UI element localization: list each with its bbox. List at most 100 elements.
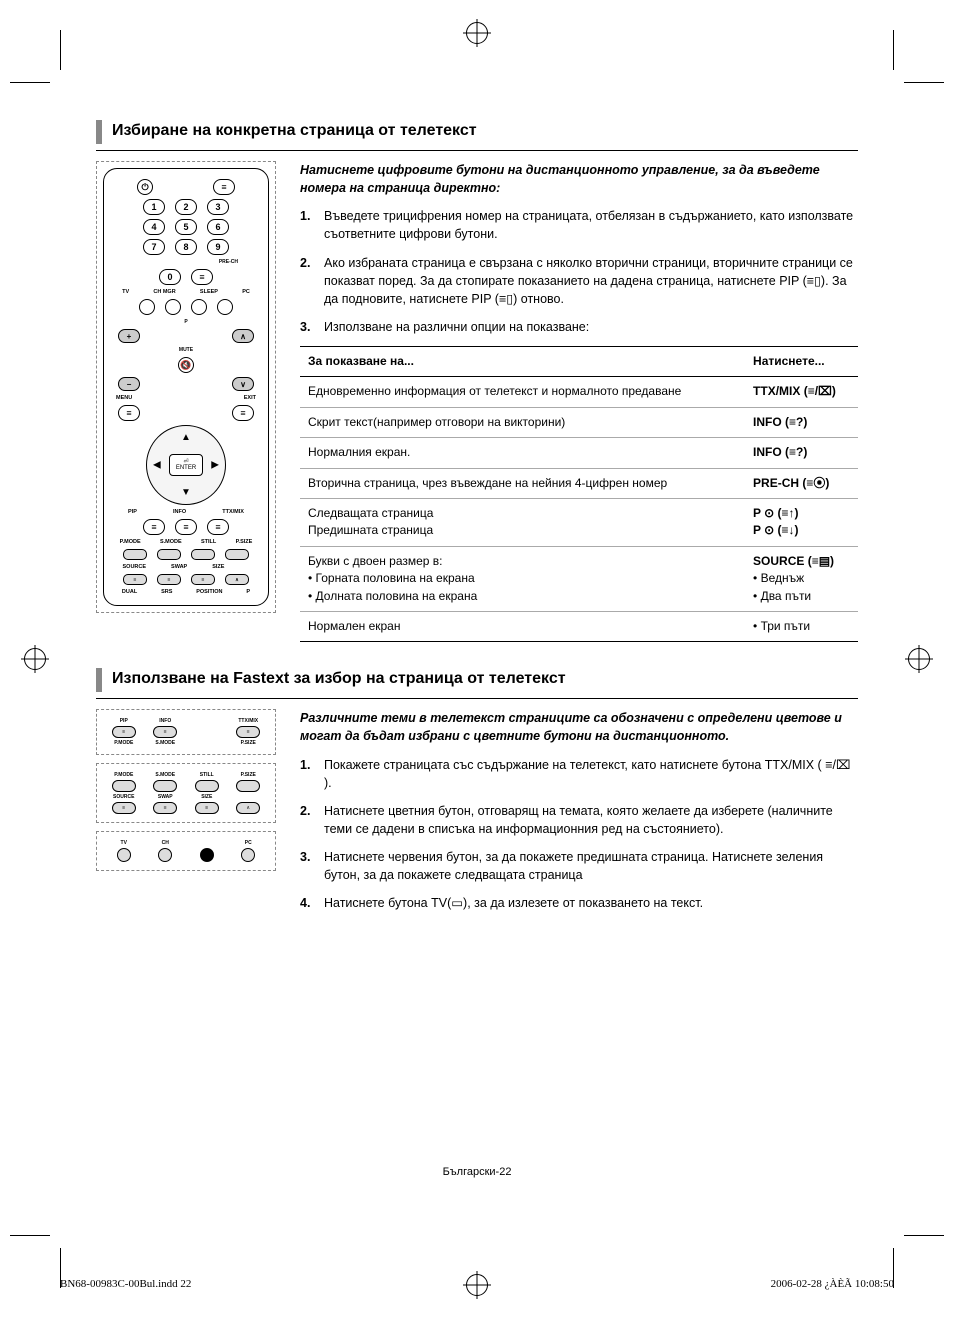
table-row: Нормален екран • Три пъти (300, 611, 858, 641)
ch-up-button: ∧ (232, 329, 254, 343)
section2-steps: Покажете страницата със съдържание на те… (300, 756, 858, 913)
remote-button (165, 299, 181, 315)
table-row: Букви с двоен размер в: • Горната полови… (300, 546, 858, 611)
remote-label: SOURCE (123, 564, 147, 570)
remote-illustration: ⏻≡ 1 2 3 4 5 6 7 8 (96, 161, 276, 642)
digit-button: 4 (143, 219, 165, 235)
remote-button: ≡ (207, 519, 229, 535)
remote-label: EXIT (244, 395, 256, 401)
section2-intro: Различните теми в телетекст страниците с… (300, 709, 858, 745)
section2-heading: Използване на Fastext за избор на страни… (96, 668, 858, 692)
ch-down-button: ∨ (232, 377, 254, 391)
step-item: Натиснете червения бутон, за да покажете… (300, 848, 858, 884)
remote-label: PC (242, 289, 250, 295)
options-table: За показване на... Натиснете... Едноврем… (300, 346, 858, 642)
section1-steps: Въведете трицифрения номер на страницата… (300, 207, 858, 336)
remote-label: MUTE (110, 347, 262, 353)
remote-label: SIZE (212, 564, 224, 570)
remote-label: SRS (161, 589, 172, 595)
table-row: Скрит текст(например отговори на виктори… (300, 407, 858, 437)
arrow-down-icon: ▼ (181, 487, 191, 498)
remote-button (123, 549, 147, 560)
table-row: Едновременно информация от телетекст и н… (300, 377, 858, 407)
small-remote: P.MODE S.MODE STILL P.SIZE SOURCE SWAP S… (96, 763, 276, 823)
crop-mark (904, 82, 944, 83)
section1-intro: Натиснете цифровите бутони на дистанцион… (300, 161, 858, 197)
crop-mark (10, 82, 50, 83)
table-cell: TTX/MIX (≡/⌧) (745, 377, 858, 407)
remote-label: DUAL (122, 589, 137, 595)
table-cell: • Три пъти (745, 611, 858, 641)
remote-label: PIP (128, 509, 137, 515)
table-cell: Букви с двоен размер в: • Горната полови… (300, 546, 745, 611)
table-header: За показване на... (300, 347, 745, 377)
remote-label: P (246, 589, 250, 595)
remote-label: MENU (116, 395, 132, 401)
heading-rule (96, 150, 858, 151)
remote-button: ≡ (123, 574, 147, 585)
table-cell: Нормалния екран. (300, 438, 745, 468)
remote-label: SLEEP (200, 289, 218, 295)
page-number: Български-22 (0, 1166, 954, 1178)
remote-button: ≡ (191, 269, 213, 285)
table-cell: Следващата страница Предишната страница (300, 498, 745, 546)
table-cell: Едновременно информация от телетекст и н… (300, 377, 745, 407)
table-cell: Нормален екран (300, 611, 745, 641)
arrow-left-icon: ◀ (153, 460, 161, 471)
remote-button (139, 299, 155, 315)
digit-button: 3 (207, 199, 229, 215)
step-item: Натиснете бутона TV(▭), за да излезете о… (300, 894, 858, 912)
step-item: Покажете страницата със съдържание на те… (300, 756, 858, 792)
remote-label: POSITION (196, 589, 222, 595)
remote-button: ≡ (143, 519, 165, 535)
remote-label: TTX/MIX (222, 509, 244, 515)
digit-button: 5 (175, 219, 197, 235)
registration-mark (24, 648, 46, 670)
exit-button: ≡ (232, 405, 254, 421)
crop-mark (10, 1235, 50, 1236)
digit-button: 6 (207, 219, 229, 235)
table-row: Следващата страница Предишната страница … (300, 498, 858, 546)
remote-label: P.SIZE (236, 539, 253, 545)
remote-label: S.MODE (160, 539, 182, 545)
step-item: Въведете трицифрения номер на страницата… (300, 207, 858, 243)
section1-heading: Избиране на конкретна страница от телете… (96, 120, 858, 144)
table-cell: INFO (≡?) (745, 407, 858, 437)
arrow-up-icon: ▲ (181, 432, 191, 443)
table-header: Натиснете... (745, 347, 858, 377)
nav-ring: ▲ ▼ ◀ ▶ ⏎ENTER (146, 425, 226, 505)
remote-button: ≡ (213, 179, 235, 195)
table-row: Нормалния екран. INFO (≡?) (300, 438, 858, 468)
digit-button: 0 (159, 269, 181, 285)
enter-button: ⏎ENTER (169, 454, 203, 476)
step-item: Ако избраната страница е свързана с няко… (300, 254, 858, 308)
remote-button (191, 299, 207, 315)
footer-file: BN68-00983C-00Bul.indd 22 (60, 1278, 191, 1290)
digit-button: 8 (175, 239, 197, 255)
table-cell: Вторична страница, чрез въвеждане на ней… (300, 468, 745, 498)
remote-button: ≡ (157, 574, 181, 585)
mute-button: 🔇 (178, 357, 194, 373)
digit-button: 1 (143, 199, 165, 215)
digit-button: 2 (175, 199, 197, 215)
remote-button (191, 549, 215, 560)
arrow-right-icon: ▶ (211, 460, 219, 471)
small-remote: PIP INFO TTX/MIX ≡≡≡ P.MODE S.MODE P.SIZ… (96, 709, 276, 755)
remote-button (225, 549, 249, 560)
step-item: Използване на различни опции на показван… (300, 318, 858, 336)
step-item: Натиснете цветния бутон, отговарящ на те… (300, 802, 858, 838)
heading-rule (96, 698, 858, 699)
small-remote: TV CH PC (96, 831, 276, 871)
remote-button: ≡ (175, 519, 197, 535)
table-cell: SOURCE (≡▤) • Веднъж • Два пъти (745, 546, 858, 611)
remote-label: TV (122, 289, 129, 295)
menu-button: ≡ (118, 405, 140, 421)
registration-mark (466, 22, 488, 44)
footer-datetime: 2006-02-28 ¿ÀÈÃ 10:08:50 (771, 1278, 894, 1290)
remote-label: CH MGR (153, 289, 175, 295)
digit-button: 7 (143, 239, 165, 255)
remote-label: INFO (173, 509, 186, 515)
table-cell: PRE-CH (≡⦿) (745, 468, 858, 498)
table-cell: Скрит текст(например отговори на виктори… (300, 407, 745, 437)
digit-button: 9 (207, 239, 229, 255)
